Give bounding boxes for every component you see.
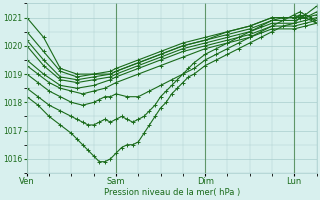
X-axis label: Pression niveau de la mer( hPa ): Pression niveau de la mer( hPa ) xyxy=(104,188,240,197)
